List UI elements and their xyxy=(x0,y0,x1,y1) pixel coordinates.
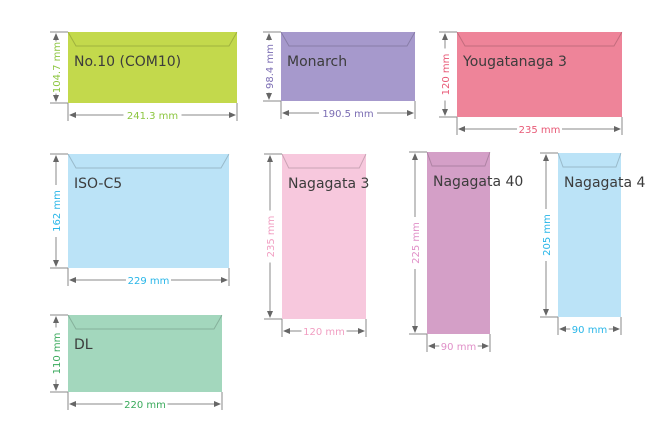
width-label: 220 mm xyxy=(124,400,166,411)
label-gap xyxy=(123,109,182,121)
height-label: 235 mm xyxy=(266,216,277,258)
envelope-name: DL xyxy=(74,337,93,353)
arrow-left-icon xyxy=(283,328,290,334)
envelope-3: Yougatanaga 3 120 mm 235 mm xyxy=(439,31,623,136)
height-label: 104.7 mm xyxy=(52,42,63,93)
envelope-8: DL 110 mm 220 mm xyxy=(50,314,223,411)
arrow-left-icon xyxy=(559,326,566,332)
label-gap xyxy=(319,107,377,119)
arrow-left-icon xyxy=(428,343,435,349)
envelope-name: No.10 (COM10) xyxy=(74,54,181,70)
arrow-up-icon xyxy=(266,33,272,40)
arrow-down-icon xyxy=(53,95,59,102)
width-label: 241.3 mm xyxy=(127,111,178,122)
arrow-left-icon xyxy=(458,126,465,132)
envelope-name: ISO-C5 xyxy=(74,176,122,192)
arrow-up-icon xyxy=(53,316,59,323)
envelope-name: Nagagata 4 xyxy=(564,175,646,191)
arrow-right-icon xyxy=(482,343,489,349)
arrow-down-icon xyxy=(266,93,272,100)
envelope-body xyxy=(281,32,415,101)
arrow-right-icon xyxy=(229,112,236,118)
arrow-down-icon xyxy=(267,311,273,318)
label-gap xyxy=(263,40,275,93)
arrow-right-icon xyxy=(221,277,228,283)
label-gap xyxy=(122,398,168,410)
arrow-down-icon xyxy=(442,109,448,116)
arrow-up-icon xyxy=(267,155,273,162)
label-gap xyxy=(439,48,451,101)
width-label: 235 mm xyxy=(519,125,561,136)
envelope-1: No.10 (COM10) 104.7 mm 241.3 mm xyxy=(50,31,238,122)
arrow-up-icon xyxy=(53,155,59,162)
arrow-right-icon xyxy=(614,126,621,132)
envelope-5: Nagagata 3 235 mm 120 mm xyxy=(264,153,369,338)
label-gap xyxy=(570,323,609,335)
arrow-right-icon xyxy=(358,328,365,334)
envelope-body xyxy=(558,153,621,317)
width-label: 90 mm xyxy=(441,342,476,353)
arrow-up-icon xyxy=(412,153,418,160)
arrow-up-icon xyxy=(543,154,549,161)
arrow-right-icon xyxy=(613,326,620,332)
arrow-down-icon xyxy=(543,309,549,316)
label-gap xyxy=(264,210,276,263)
envelope-body xyxy=(457,32,622,117)
envelope-name: Yougatanaga 3 xyxy=(462,54,567,70)
height-label: 110 mm xyxy=(52,333,63,375)
label-gap xyxy=(126,274,171,286)
envelope-name: Nagagata 40 xyxy=(433,174,523,190)
label-gap xyxy=(439,340,478,352)
envelope-6: Nagagata 40 225 mm 90 mm xyxy=(409,151,523,353)
arrow-down-icon xyxy=(412,326,418,333)
arrow-left-icon xyxy=(69,112,76,118)
arrow-down-icon xyxy=(53,260,59,267)
envelope-name: Monarch xyxy=(287,54,347,70)
arrow-up-icon xyxy=(53,33,59,40)
arrow-right-icon xyxy=(407,110,414,116)
envelope-body xyxy=(68,32,237,103)
width-label: 120 mm xyxy=(303,327,345,338)
label-gap xyxy=(540,209,552,261)
arrow-left-icon xyxy=(282,110,289,116)
label-gap xyxy=(301,325,347,337)
label-gap xyxy=(517,123,562,135)
envelope-body xyxy=(68,154,229,268)
envelope-body xyxy=(427,152,490,334)
arrow-left-icon xyxy=(69,277,76,283)
arrow-down-icon xyxy=(53,384,59,391)
height-label: 225 mm xyxy=(411,222,422,264)
width-label: 229 mm xyxy=(128,276,170,287)
envelope-body xyxy=(68,315,222,392)
label-gap xyxy=(50,41,62,94)
envelope-flap xyxy=(456,31,623,47)
height-label: 120 mm xyxy=(441,54,452,96)
arrow-right-icon xyxy=(214,401,221,407)
envelope-flap xyxy=(67,314,223,330)
envelope-body xyxy=(282,154,366,319)
envelope-flap xyxy=(67,153,230,169)
arrow-left-icon xyxy=(69,401,76,407)
width-label: 190.5 mm xyxy=(322,109,373,120)
envelope-4: ISO-C5 162 mm 229 mm xyxy=(50,153,230,287)
envelope-flap xyxy=(281,153,367,169)
envelope-2: Monarch 98.4 mm 190.5 mm xyxy=(263,31,416,120)
envelope-name: Nagagata 3 xyxy=(288,176,369,192)
envelope-flap xyxy=(426,151,491,167)
label-gap xyxy=(50,327,62,380)
envelope-flap xyxy=(280,31,416,47)
height-label: 205 mm xyxy=(542,214,553,256)
height-label: 98.4 mm xyxy=(265,44,276,89)
envelope-7: Nagagata 4 205 mm 90 mm xyxy=(540,152,646,336)
envelope-flap xyxy=(557,152,622,168)
width-label: 90 mm xyxy=(572,325,607,336)
arrow-up-icon xyxy=(442,33,448,40)
envelope-flap xyxy=(67,31,238,47)
label-gap xyxy=(409,217,421,269)
label-gap xyxy=(50,185,62,237)
height-label: 162 mm xyxy=(52,190,63,232)
